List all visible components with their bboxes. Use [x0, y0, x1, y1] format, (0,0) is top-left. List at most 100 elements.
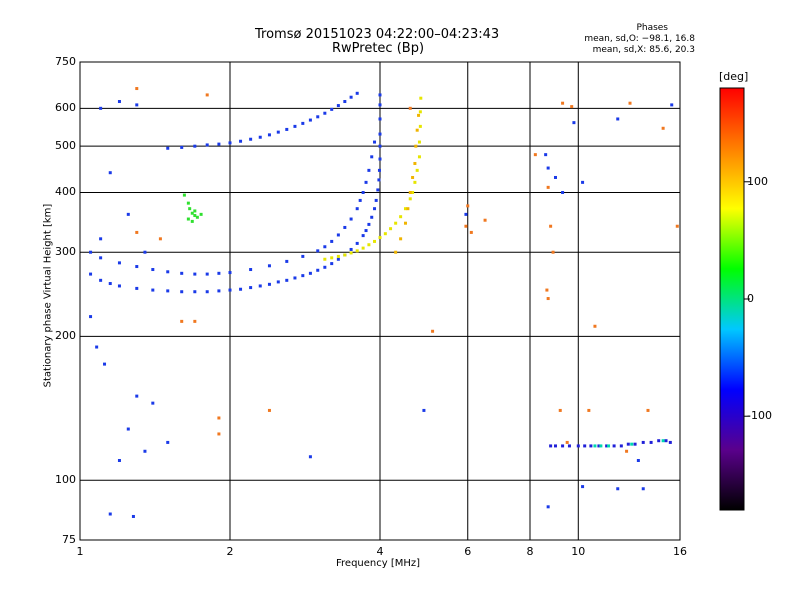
data-point — [166, 270, 170, 274]
data-point — [581, 180, 585, 184]
data-point — [597, 444, 601, 448]
data-point — [626, 442, 630, 446]
data-point — [607, 444, 611, 448]
data-point — [217, 289, 221, 293]
data-point — [267, 133, 271, 137]
data-point — [619, 444, 623, 448]
data-point — [205, 143, 209, 147]
data-point — [553, 444, 557, 448]
y-tick-label: 75 — [62, 533, 76, 546]
data-point — [343, 225, 347, 229]
data-point — [180, 145, 184, 149]
data-point — [616, 117, 620, 121]
data-point — [464, 212, 468, 216]
data-point — [399, 215, 403, 219]
data-point — [394, 221, 398, 225]
y-tick-label: 500 — [55, 139, 76, 153]
data-point — [413, 161, 417, 165]
data-point — [316, 268, 320, 272]
data-point — [135, 87, 139, 91]
data-point — [166, 289, 170, 293]
data-point — [258, 284, 262, 288]
data-point — [217, 416, 221, 420]
x-tick-label: 4 — [376, 545, 384, 558]
data-point — [355, 207, 359, 211]
data-point — [228, 141, 232, 145]
data-point — [589, 444, 593, 448]
data-point — [414, 144, 418, 148]
data-point — [616, 487, 620, 491]
data-point — [633, 442, 637, 446]
data-point — [349, 217, 353, 221]
data-point — [193, 272, 197, 276]
data-point — [664, 439, 668, 443]
data-point — [378, 93, 382, 97]
data-point — [464, 224, 468, 228]
data-point — [675, 224, 679, 228]
data-point — [549, 224, 553, 228]
data-point — [370, 215, 374, 219]
data-point — [411, 175, 415, 179]
data-point — [546, 505, 550, 509]
data-point — [249, 137, 253, 141]
data-point — [143, 449, 147, 453]
data-point — [373, 207, 377, 211]
data-point — [180, 271, 184, 275]
data-point — [406, 207, 410, 211]
data-point — [143, 250, 147, 254]
data-point — [378, 157, 382, 161]
data-point — [364, 229, 368, 233]
data-point — [418, 110, 422, 114]
data-point — [403, 221, 407, 225]
data-point — [431, 329, 435, 333]
data-point — [108, 512, 112, 516]
data-point — [417, 140, 421, 144]
data-point — [587, 408, 591, 412]
data-point — [661, 126, 665, 130]
data-point — [570, 105, 574, 109]
data-point — [625, 449, 629, 453]
data-point — [182, 193, 186, 197]
data-point — [108, 171, 112, 175]
data-point — [205, 290, 209, 294]
grid-lines — [80, 62, 680, 540]
colorbar-tick-label: 0 — [747, 292, 754, 305]
data-point — [413, 180, 417, 184]
data-point — [567, 444, 571, 448]
data-point — [399, 237, 403, 241]
data-point — [95, 345, 99, 349]
data-point — [217, 432, 221, 436]
data-point — [355, 241, 359, 245]
data-point — [545, 288, 549, 292]
data-point — [323, 111, 327, 115]
y-tick-label: 400 — [55, 185, 76, 199]
data-point — [378, 236, 382, 240]
data-point — [336, 233, 340, 237]
data-point — [561, 444, 565, 448]
data-point — [415, 168, 419, 172]
data-point — [301, 274, 305, 278]
phase-stats-header: Phases — [636, 23, 668, 33]
data-point — [135, 265, 139, 269]
data-point — [483, 218, 487, 222]
data-point — [205, 93, 209, 97]
data-point — [376, 188, 380, 192]
data-point — [419, 96, 423, 100]
data-point — [217, 142, 221, 146]
data-point — [108, 282, 112, 286]
data-point — [417, 155, 421, 159]
data-point — [546, 297, 550, 301]
phase-stats-o: mean, sd,O: −98.1, 16.8 — [584, 34, 695, 44]
data-point — [135, 394, 139, 398]
data-point — [533, 153, 537, 157]
data-point — [378, 144, 382, 148]
data-point — [117, 284, 121, 288]
data-point — [576, 444, 580, 448]
data-point — [349, 95, 353, 99]
data-point — [267, 282, 271, 286]
data-point — [151, 268, 155, 272]
data-point — [99, 237, 103, 241]
data-point — [89, 250, 93, 254]
y-tick-label: 100 — [55, 473, 76, 487]
data-point — [89, 272, 93, 276]
